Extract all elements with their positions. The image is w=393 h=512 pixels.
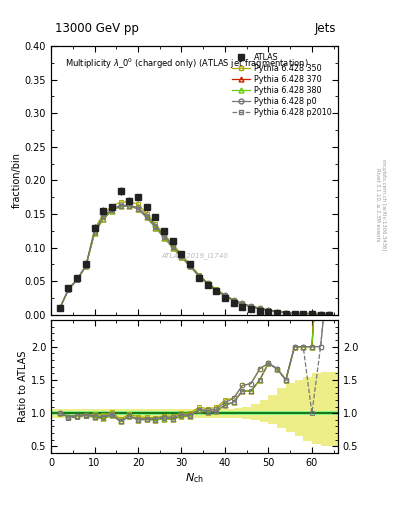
Y-axis label: Ratio to ATLAS: Ratio to ATLAS — [18, 351, 28, 422]
Text: ATLAS_2019_I1740: ATLAS_2019_I1740 — [161, 252, 228, 259]
Text: Multiplicity $\lambda\_0^{0}$ (charged only) (ATLAS jet fragmentation): Multiplicity $\lambda\_0^{0}$ (charged o… — [66, 57, 309, 71]
Text: 13000 GeV pp: 13000 GeV pp — [55, 22, 139, 35]
Text: Rivet 3.1.10, ≥ 2.3M events: Rivet 3.1.10, ≥ 2.3M events — [375, 168, 380, 242]
Text: Jets: Jets — [314, 22, 336, 35]
Y-axis label: fraction/bin: fraction/bin — [12, 153, 22, 208]
Legend: ATLAS, Pythia 6.428 350, Pythia 6.428 370, Pythia 6.428 380, Pythia 6.428 p0, Py: ATLAS, Pythia 6.428 350, Pythia 6.428 37… — [230, 50, 334, 119]
Text: mcplots.cern.ch [arXiv:1306.3436]: mcplots.cern.ch [arXiv:1306.3436] — [381, 159, 386, 250]
X-axis label: $N_{\rm{ch}}$: $N_{\rm{ch}}$ — [185, 471, 204, 484]
